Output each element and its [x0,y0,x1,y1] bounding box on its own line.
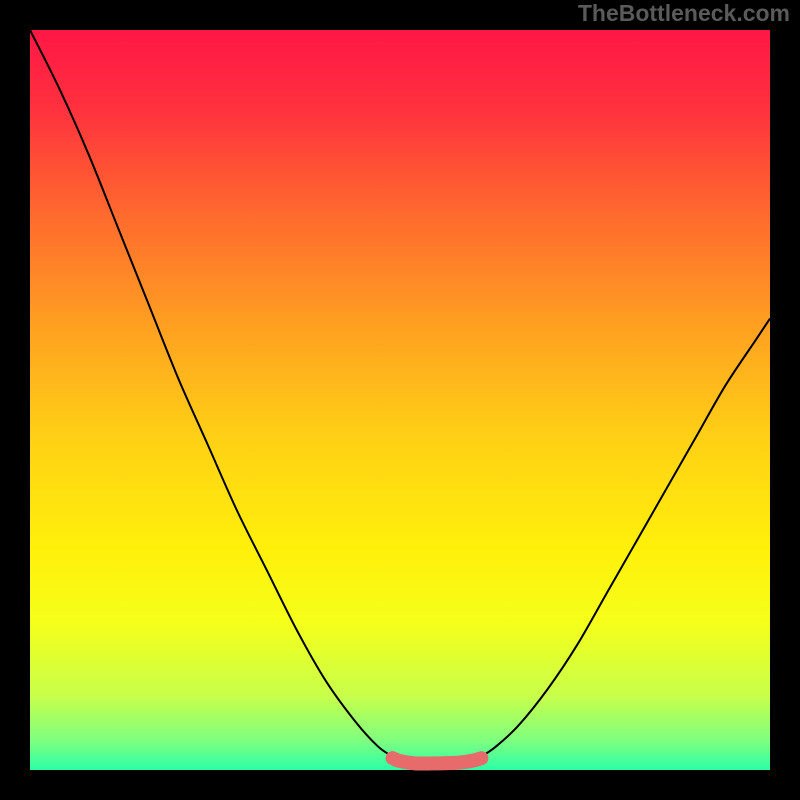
plot-background [30,30,770,770]
bottleneck-chart [0,0,800,800]
chart-container: TheBottleneck.com [0,0,800,800]
watermark-text: TheBottleneck.com [578,0,790,27]
bottom-highlight-segment [393,758,482,763]
